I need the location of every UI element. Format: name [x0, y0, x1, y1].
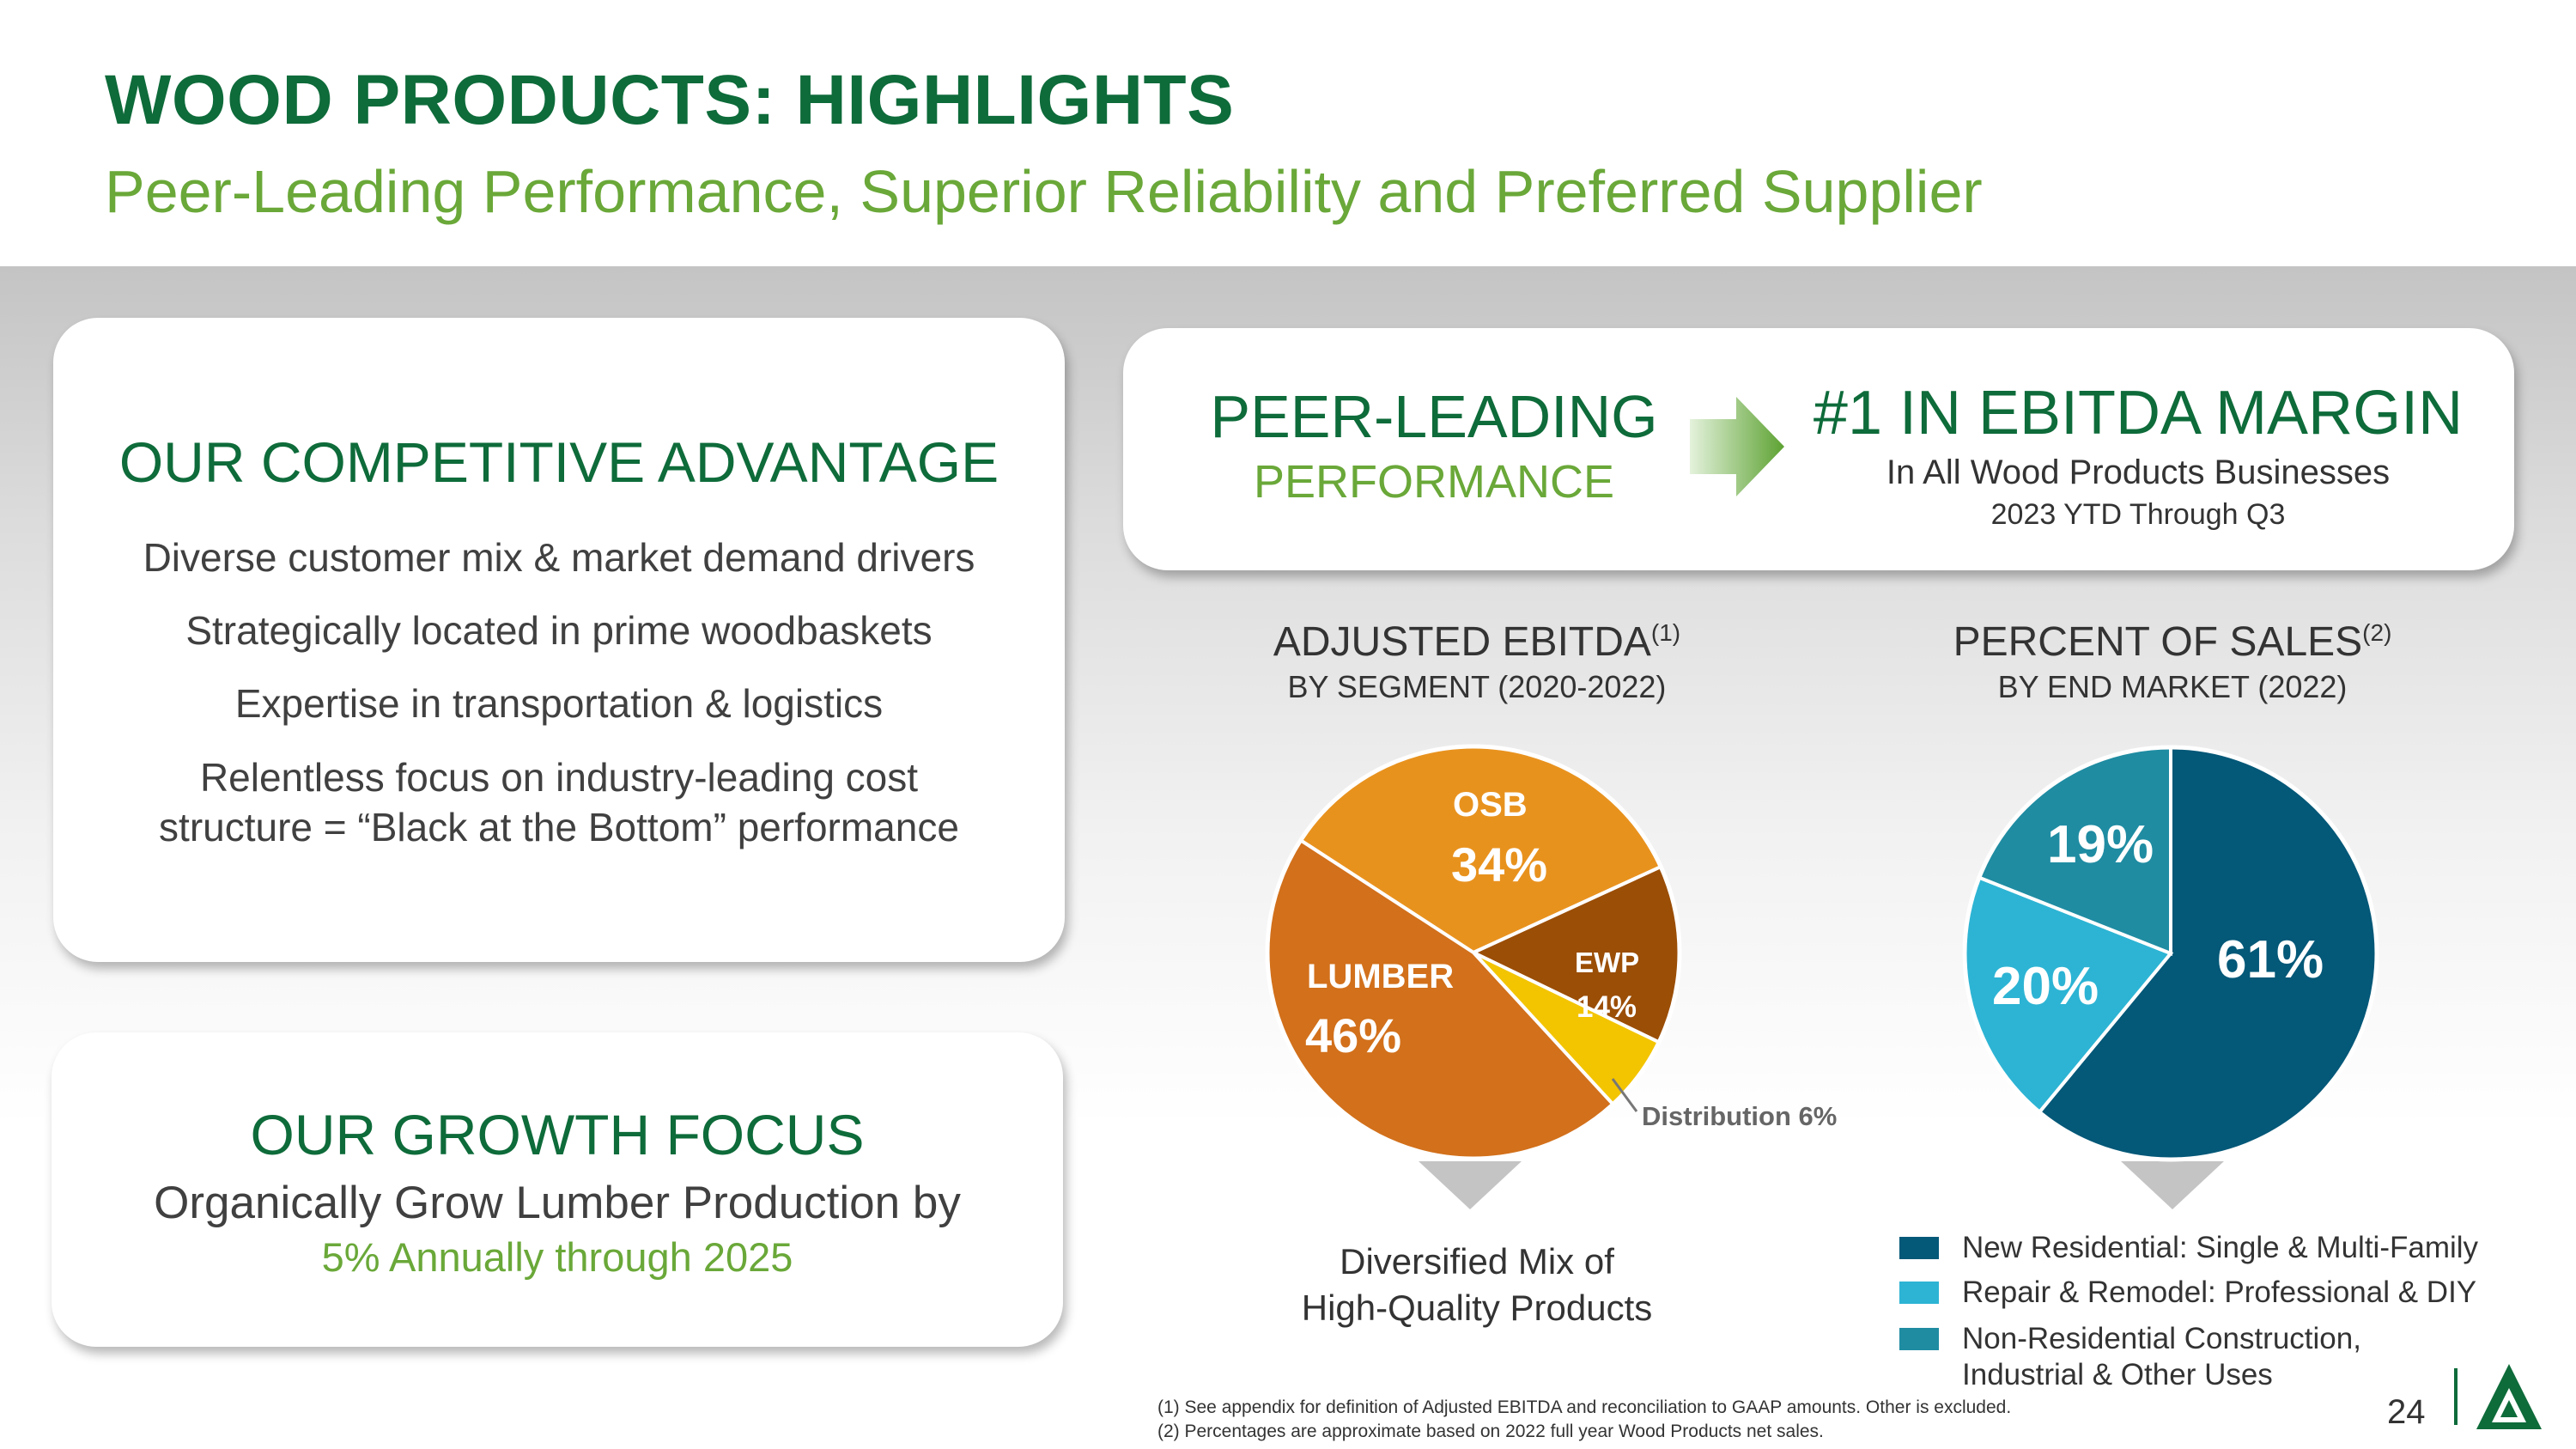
pie-value-new-residential: 61%: [2217, 930, 2324, 989]
ebitda-margin-heading: #1 IN EBITDA MARGIN: [1813, 379, 2464, 447]
chart-subtitle-sales: BY END MARKET (2022): [1997, 669, 2348, 704]
competitive-advantage-heading: OUR COMPETITIVE ADVANTAGE: [118, 430, 999, 494]
advantage-point: Strategically located in prime woodbaske…: [185, 608, 933, 653]
growth-focus-heading: OUR GROWTH FOCUS: [250, 1103, 865, 1166]
peer-leading-heading: PEER-LEADING: [1210, 383, 1658, 450]
legend-label: Repair & Remodel: Professional & DIY: [1962, 1275, 2477, 1309]
pie-value-lumber: 46%: [1305, 1008, 1402, 1062]
pie-value-osb: 34%: [1451, 837, 1548, 892]
page-title: WOOD PRODUCTS: HIGHLIGHTS: [105, 61, 1235, 139]
page-number: 24: [2387, 1393, 2426, 1431]
growth-focus-target: 5% Annually through 2025: [321, 1234, 793, 1280]
peer-leading-subheading: PERFORMANCE: [1253, 456, 1615, 508]
peer-leading-card: [1123, 328, 2514, 570]
chart-title-text: PERCENT OF SALES: [1953, 619, 2363, 665]
chart-title-text: ADJUSTED EBITDA: [1273, 619, 1651, 665]
footnote-marker: (2): [2362, 619, 2392, 646]
chart-title-sales: PERCENT OF SALES(2): [1872, 618, 2473, 666]
chart-caption-line: High-Quality Products: [1301, 1288, 1653, 1328]
company-logo-icon: [2476, 1364, 2542, 1429]
legend-swatch: [1899, 1328, 1939, 1350]
legend-label-line: Industrial & Other Uses: [1962, 1358, 2273, 1391]
chart-title-ebitda: ADJUSTED EBITDA(1): [1176, 618, 1777, 666]
pie-pointer: [1419, 1161, 1522, 1209]
page-subtitle: Peer-Leading Performance, Superior Relia…: [105, 158, 1983, 225]
pie-label-distribution: Distribution 6%: [1642, 1101, 1838, 1131]
advantage-point: Relentless focus on industry-leading cos…: [199, 755, 919, 800]
pie-label-ewp: EWP: [1575, 947, 1640, 978]
pie-value-non-residential: 19%: [2047, 815, 2154, 874]
advantage-point: Diverse customer mix & market demand dri…: [143, 535, 975, 580]
chart-caption: Diversified Mix of High-Quality Products: [1271, 1239, 1683, 1331]
divider: [2454, 1368, 2458, 1425]
legend-label-line: Non-Residential Construction,: [1962, 1322, 2361, 1355]
advantage-point: structure = “Black at the Bottom” perfor…: [159, 805, 959, 849]
arrow-right-icon: [1690, 397, 1784, 496]
pie-value-ewp: 14%: [1577, 990, 1637, 1024]
ebitda-margin-period: 2023 YTD Through Q3: [1990, 498, 2286, 531]
legend-swatch: [1899, 1282, 1939, 1304]
footnote: (1) See appendix for definition of Adjus…: [1157, 1397, 2012, 1417]
advantage-point: Expertise in transportation & logistics: [234, 681, 884, 726]
legend-swatch: [1899, 1237, 1939, 1259]
ebitda-margin-text: In All Wood Products Businesses: [1886, 454, 2391, 491]
legend-label: Non-Residential Construction, Industrial…: [1962, 1321, 2512, 1393]
chart-caption-line: Diversified Mix of: [1340, 1241, 1614, 1282]
competitive-advantage-card: [53, 318, 1065, 962]
growth-focus-text: Organically Grow Lumber Production by: [154, 1178, 961, 1228]
pie-value-repair-remodel: 20%: [1992, 957, 2099, 1016]
footnote-marker: (1): [1650, 619, 1681, 646]
growth-focus-card: [52, 1032, 1063, 1347]
pie-label-osb: OSB: [1453, 786, 1528, 824]
legend-label: New Residential: Single & Multi-Family: [1962, 1231, 2479, 1264]
chart-subtitle-ebitda: BY SEGMENT (2020-2022): [1287, 669, 1667, 704]
pie-pointer: [2121, 1161, 2224, 1209]
pie-label-lumber: LUMBER: [1307, 958, 1455, 995]
footnote: (2) Percentages are approximate based on…: [1157, 1422, 1824, 1441]
header-band: [0, 0, 2576, 266]
